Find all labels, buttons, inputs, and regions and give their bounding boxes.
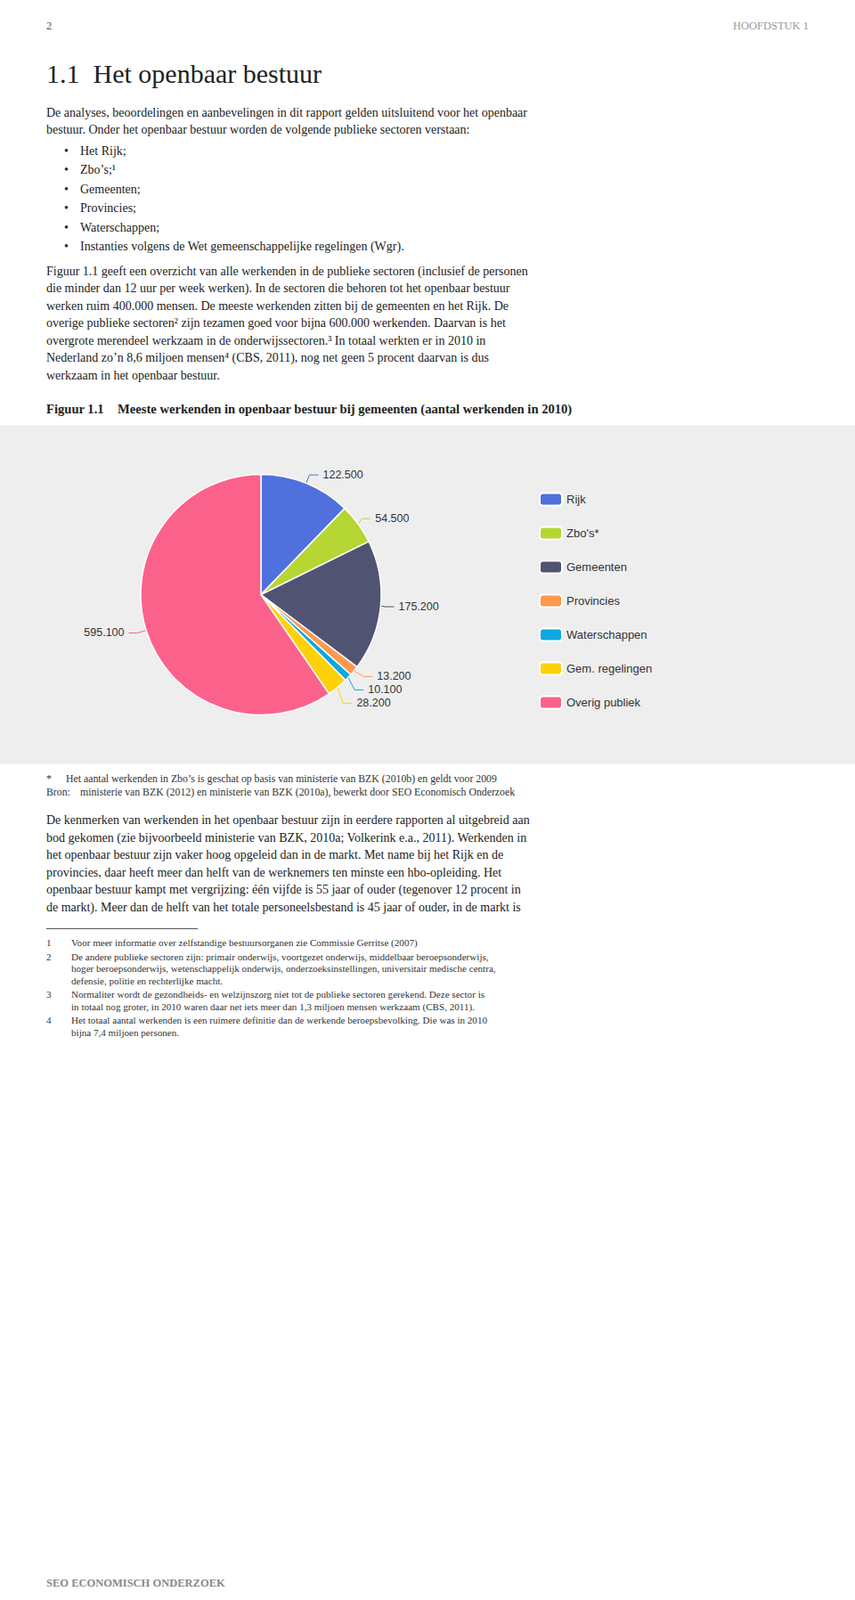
svg-text:Provincies;: Provincies; <box>80 201 137 215</box>
svg-text:Nederland zo’n 8,6 miljoen men: Nederland zo’n 8,6 miljoen mensen⁴ (CBS,… <box>46 350 489 366</box>
svg-text:Figuur 1.1: Figuur 1.1 <box>46 401 105 416</box>
svg-text:10.100: 10.100 <box>367 683 402 696</box>
svg-text:54.500: 54.500 <box>374 512 409 525</box>
svg-text:Overig publiek: Overig publiek <box>566 695 642 709</box>
svg-text:2: 2 <box>46 19 52 33</box>
svg-text:Het aantal werkenden in Zbo’s: Het aantal werkenden in Zbo’s is geschat… <box>65 772 497 785</box>
svg-text:13.200: 13.200 <box>376 669 411 683</box>
svg-text:Gemeenten: Gemeenten <box>566 560 627 574</box>
svg-text:overgrote merendeel werkzaam i: overgrote merendeel werkzaam in de onder… <box>46 333 486 348</box>
svg-text:Gemeenten;: Gemeenten; <box>80 182 141 196</box>
svg-text:Bron:: Bron: <box>46 785 71 798</box>
svg-text:provincies, daar heeft meer da: provincies, daar heeft meer dan helft va… <box>46 865 502 880</box>
svg-text:werken ruim 400.000 mensen. De: werken ruim 400.000 mensen. De meeste we… <box>46 299 509 313</box>
svg-text:De kenmerken van werkenden in: De kenmerken van werkenden in het openba… <box>46 813 530 827</box>
svg-text:•: • <box>64 182 69 196</box>
svg-text:1.1 Het openbaar bestuur: 1.1 Het openbaar bestuur <box>46 58 322 89</box>
svg-text:Meeste werkenden in openbaar b: Meeste werkenden in openbaar bestuur bij… <box>117 401 572 417</box>
svg-text:•: • <box>64 201 69 215</box>
svg-text:•: • <box>64 162 69 177</box>
svg-text:Zbo's*: Zbo's* <box>566 526 599 540</box>
svg-text:ministerie van BZK (2012) en m: ministerie van BZK (2012) en ministerie … <box>80 785 515 798</box>
svg-text:Instanties volgens de Wet geme: Instanties volgens de Wet gemeenschappel… <box>80 239 405 254</box>
svg-text:De analyses, beoordelingen en: De analyses, beoordelingen en aanbevelin… <box>46 105 528 120</box>
svg-text:Zbo’s;¹: Zbo’s;¹ <box>80 162 116 177</box>
svg-text:122.500: 122.500 <box>322 468 363 481</box>
svg-text:28.200: 28.200 <box>356 696 391 709</box>
svg-text:*: * <box>46 772 52 785</box>
svg-text:•: • <box>64 220 69 235</box>
svg-text:openbaar bestuur kampt met ver: openbaar bestuur kampt met vergrijzing: … <box>46 882 522 897</box>
svg-text:1: 1 <box>46 936 52 948</box>
svg-text:4: 4 <box>46 1014 52 1026</box>
svg-text:595.100: 595.100 <box>83 626 124 639</box>
svg-text:bestuur. Onder het openbaar be: bestuur. Onder het openbaar bestuur word… <box>46 122 470 137</box>
svg-text:175.200: 175.200 <box>399 600 440 613</box>
svg-text:3: 3 <box>46 988 52 1000</box>
svg-text:bod gekomen (zie bijvoorbeeld: bod gekomen (zie bijvoorbeeld ministerie… <box>46 830 527 846</box>
svg-text:Rijk: Rijk <box>566 492 587 506</box>
svg-text:De andere publieke sectoren zi: De andere publieke sectoren zijn: primai… <box>71 951 489 962</box>
svg-text:de markt). Meer dan de helft v: de markt). Meer dan de helft van het tot… <box>46 900 522 915</box>
svg-text:werkzaam in het openbaar bestu: werkzaam in het openbaar bestuur. <box>46 368 220 383</box>
svg-text:die minder dan 12 uur per week: die minder dan 12 uur per week werken). … <box>46 281 511 296</box>
svg-text:overige publieke sectoren² zij: overige publieke sectoren² zijn tezamen … <box>46 316 506 330</box>
svg-text:Voor meer informatie over zelf: Voor meer informatie over zelfstandige b… <box>71 936 418 949</box>
svg-text:HOOFDSTUK 1: HOOFDSTUK 1 <box>732 19 809 33</box>
svg-text:Normaliter wordt de gezondheid: Normaliter wordt de gezondheids- en welz… <box>71 988 485 1000</box>
svg-text:•: • <box>64 239 69 253</box>
svg-text:Figuur 1.1 geeft een overzicht: Figuur 1.1 geeft een overzicht van alle … <box>46 264 529 279</box>
svg-text:Provincies: Provincies <box>566 594 620 608</box>
svg-text:Gem. regelingen: Gem. regelingen <box>566 661 652 676</box>
svg-text:SEO ECONOMISCH ONDERZOEK: SEO ECONOMISCH ONDERZOEK <box>46 1576 226 1589</box>
svg-text:het openbaar bestuur zijn vake: het openbaar bestuur zijn vaker hoog opg… <box>46 847 504 862</box>
svg-text:•: • <box>64 144 69 158</box>
svg-text:2: 2 <box>46 951 52 962</box>
svg-text:Het Rijk;: Het Rijk; <box>80 144 127 158</box>
svg-text:in totaal nog groter, in 2010: in totaal nog groter, in 2010 waren daar… <box>71 1001 475 1013</box>
svg-text:bijna 7,4 miljoen personen.: bijna 7,4 miljoen personen. <box>71 1026 180 1038</box>
svg-text:Waterschappen;: Waterschappen; <box>80 220 160 235</box>
svg-text:defensie, politie en rechterli: defensie, politie en rechterlijke macht. <box>71 975 223 986</box>
svg-text:Het totaal aantal werkenden is: Het totaal aantal werkenden is een ruime… <box>71 1014 488 1026</box>
svg-text:hoger beroepsonderwijs, wetens: hoger beroepsonderwijs, wetenschappelijk… <box>71 962 497 974</box>
svg-text:Waterschappen: Waterschappen <box>566 627 648 642</box>
